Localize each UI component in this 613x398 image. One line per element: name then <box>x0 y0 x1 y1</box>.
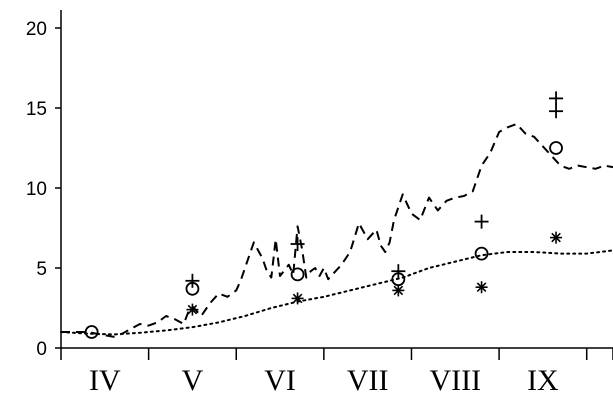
asterisk-marker <box>186 303 199 316</box>
y-tick-label: 0 <box>36 339 47 360</box>
asterisk-stroke <box>393 285 404 296</box>
x-tick-label: IX <box>527 364 559 397</box>
tick-labels: 0 5 10 15 20 IV V VI VII VIII IX <box>26 19 559 397</box>
y-tick-label: 15 <box>26 99 47 120</box>
circle-marker <box>290 267 305 282</box>
plus-marker <box>391 264 406 279</box>
asterisk-stroke <box>551 232 561 243</box>
asterisk-marker <box>475 281 488 294</box>
asterisk-stroke <box>187 304 198 315</box>
plus-marker <box>474 214 489 229</box>
asterisk-stroke <box>292 293 303 304</box>
series-line-dotted <box>60 249 613 336</box>
x-tick-label: VII <box>347 364 389 397</box>
asterisk-marker <box>291 292 304 305</box>
circle-marker <box>474 246 489 261</box>
plus-marker <box>549 91 564 106</box>
x-tick-label: VIII <box>429 364 481 397</box>
y-tick-label: 5 <box>36 259 47 280</box>
plus-marker <box>185 273 200 288</box>
marker-layer <box>84 91 564 339</box>
x-tick-label: VI <box>264 364 296 397</box>
axes <box>55 10 613 360</box>
asterisk-marker <box>392 284 405 297</box>
series-layer <box>60 123 613 338</box>
asterisk-marker <box>550 231 563 244</box>
x-tick-label: V <box>182 364 204 397</box>
x-tick-label: IV <box>89 364 121 397</box>
series-line-dashed <box>61 123 613 338</box>
asterisk-stroke <box>476 282 487 293</box>
plus-marker <box>549 104 564 119</box>
plus-marker <box>290 237 305 251</box>
y-tick-label: 10 <box>26 179 47 200</box>
circle-marker <box>549 141 563 155</box>
circle-marker <box>84 325 99 339</box>
y-tick-label: 20 <box>26 19 47 40</box>
circle-marker <box>185 281 200 296</box>
